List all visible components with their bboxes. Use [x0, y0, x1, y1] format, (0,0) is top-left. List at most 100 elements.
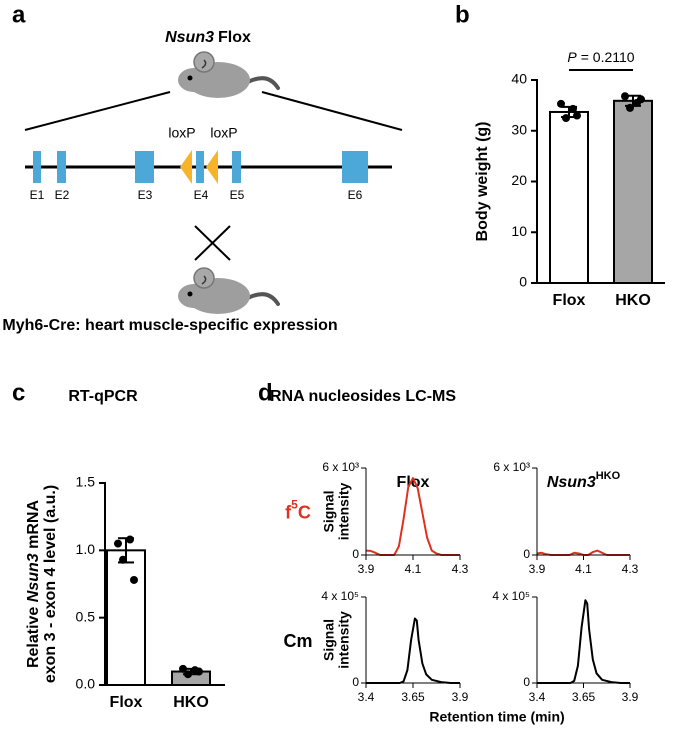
bar: [549, 110, 589, 284]
y-tick-label: 6 x 10³: [322, 460, 359, 474]
annotation-part: P: [567, 49, 577, 65]
y-axis-label: Body weight (g): [474, 122, 491, 242]
panel-label: c: [12, 379, 25, 406]
x-tick-label: 3.9: [452, 690, 469, 704]
mouse-icon: [176, 50, 280, 100]
label-part: Body weight (g): [474, 122, 491, 242]
row-label: Cm: [283, 631, 312, 651]
panel-label: b: [455, 1, 470, 28]
diagram-caption: Myh6-Cre: heart muscle-specific expressi…: [2, 317, 337, 334]
diagram: Nsun3 Flox loxP loxP E1 E2 E3 E4 E5 E6 My…: [2, 29, 403, 334]
trace-line: [537, 599, 630, 684]
y-axis-label: Signal: [321, 490, 337, 532]
loxp-triangle: [206, 150, 218, 184]
exons: [33, 151, 368, 183]
row-part: f: [285, 502, 292, 522]
y-axis-label: Signal: [321, 619, 337, 661]
y-axis-label: intensity: [336, 611, 352, 669]
y-tick-label: 0: [523, 547, 530, 561]
row-sup: 5: [291, 498, 298, 512]
y-tick-label: 4 x 10⁵: [321, 589, 359, 603]
exon: [57, 151, 66, 183]
zoom-line: [261, 91, 403, 131]
data-point: [569, 104, 577, 113]
exon-label: E6: [348, 188, 363, 202]
x-tick-label: 3.9: [622, 690, 639, 704]
zoom-line: [24, 91, 171, 131]
cross-symbol: [194, 225, 231, 261]
mouse-icon: [176, 266, 280, 316]
exon-label: E4: [194, 188, 209, 202]
y-tick-label: 0.5: [76, 608, 96, 624]
loxp-triangle: [180, 150, 192, 184]
x-tick-label: 3.65: [572, 690, 596, 704]
data-point: [557, 99, 565, 108]
y-tick-label: 1.5: [76, 474, 96, 490]
row-label: f5C: [285, 498, 311, 523]
chart-title: RNA nucleosides LC-MS: [270, 388, 456, 405]
exon: [196, 151, 204, 183]
data-point: [562, 114, 570, 123]
data-point: [626, 103, 634, 112]
data-point: [126, 535, 134, 544]
column-header: Flox: [397, 474, 430, 491]
y-tick-label: 0: [523, 675, 530, 689]
exon-label: E1: [30, 188, 45, 202]
exon: [33, 151, 41, 183]
bar: [106, 549, 146, 686]
y-tick-label: 40: [511, 71, 527, 87]
x-tick-label: 4.3: [452, 562, 469, 576]
y-tick-label: 0: [519, 274, 527, 290]
data-point: [621, 92, 629, 101]
diagram-title: Nsun3 Flox: [165, 29, 251, 46]
header-part: Flox: [397, 474, 430, 491]
y-tick-label: 20: [511, 172, 527, 188]
title-part: Flox: [218, 29, 251, 46]
bar: [613, 99, 653, 285]
label-part: mRNA: [25, 500, 42, 554]
chart-title: RT-qPCR: [68, 388, 138, 405]
loxp-sites: [180, 150, 218, 184]
header-part: Nsun3: [547, 474, 596, 491]
x-tick-label: 3.4: [529, 690, 546, 704]
x-tick-label: 3.9: [358, 562, 375, 576]
row-part: Cm: [283, 631, 312, 651]
annotation: P = 0.2110: [567, 49, 634, 65]
x-tick-label: 4.1: [405, 562, 422, 576]
data-point: [637, 95, 645, 104]
row-part: C: [298, 502, 311, 522]
data-point: [114, 539, 122, 548]
x-tick-label: Flox: [553, 292, 586, 309]
y-tick-label: 0: [352, 675, 359, 689]
y-tick-label: 1.0: [76, 541, 96, 557]
x-tick-label: Flox: [110, 694, 143, 711]
x-tick-label: 4.3: [622, 562, 639, 576]
trace-line: [366, 617, 460, 684]
y-tick-label: 0.0: [76, 676, 96, 692]
title-part: Nsun3: [165, 29, 214, 46]
data-point: [179, 664, 187, 673]
label-part: Nsun3: [25, 553, 42, 602]
x-tick-label: 3.4: [358, 690, 375, 704]
loxp-label: loxP: [210, 125, 237, 141]
y-axis-label: intensity: [336, 483, 352, 541]
loxp-label: loxP: [168, 125, 195, 141]
label-part: Relative: [25, 602, 42, 668]
x-tick-label: 3.9: [529, 562, 546, 576]
x-tick-label: 3.65: [401, 690, 425, 704]
exon: [135, 151, 154, 183]
label-part: exon 3 - exon 4 level (a.u.): [42, 485, 59, 683]
data-point: [573, 111, 581, 120]
header-sup: HKO: [596, 470, 621, 482]
exon-label: E2: [55, 188, 70, 202]
y-tick-label: 10: [511, 223, 527, 239]
annotation-part: = 0.2110: [581, 49, 635, 65]
column-header: Nsun3HKO: [547, 470, 621, 491]
x-tick-label: 4.1: [575, 562, 592, 576]
y-axis-label: exon 3 - exon 4 level (a.u.): [42, 485, 59, 683]
y-tick-label: 0: [352, 547, 359, 561]
x-tick-label: HKO: [173, 694, 209, 711]
y-tick-label: 30: [511, 121, 527, 137]
y-tick-label: 4 x 10⁵: [492, 589, 530, 603]
